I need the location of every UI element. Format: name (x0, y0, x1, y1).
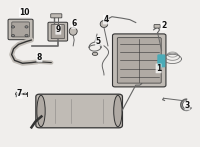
Ellipse shape (92, 52, 98, 55)
FancyBboxPatch shape (113, 34, 166, 87)
Ellipse shape (37, 95, 45, 127)
FancyBboxPatch shape (12, 22, 29, 37)
Circle shape (16, 93, 18, 95)
Text: 3: 3 (185, 101, 190, 110)
FancyBboxPatch shape (48, 22, 68, 41)
Circle shape (25, 26, 28, 28)
Ellipse shape (114, 95, 122, 127)
Ellipse shape (69, 27, 77, 35)
FancyBboxPatch shape (154, 25, 160, 28)
Circle shape (11, 26, 15, 28)
FancyBboxPatch shape (51, 25, 64, 39)
Ellipse shape (100, 20, 108, 27)
Text: 6: 6 (72, 20, 77, 29)
Text: 4: 4 (103, 15, 109, 24)
Circle shape (11, 35, 15, 37)
FancyBboxPatch shape (158, 55, 165, 67)
Text: 10: 10 (19, 8, 30, 17)
FancyBboxPatch shape (117, 38, 161, 83)
FancyBboxPatch shape (8, 19, 33, 40)
Circle shape (24, 93, 26, 95)
Text: 8: 8 (37, 53, 42, 62)
FancyBboxPatch shape (51, 14, 62, 18)
Text: 5: 5 (95, 37, 101, 46)
Text: 7: 7 (17, 89, 22, 98)
Text: 9: 9 (56, 25, 61, 34)
Text: 2: 2 (161, 21, 166, 30)
Circle shape (25, 35, 28, 37)
Text: 1: 1 (156, 64, 161, 73)
FancyBboxPatch shape (36, 94, 122, 128)
